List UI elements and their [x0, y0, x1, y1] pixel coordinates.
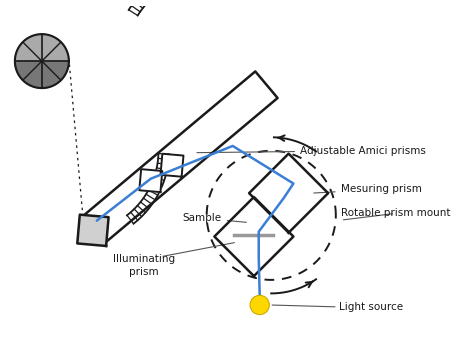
- Polygon shape: [139, 169, 162, 192]
- Text: Light source: Light source: [339, 302, 403, 312]
- Polygon shape: [249, 154, 328, 233]
- Polygon shape: [15, 61, 69, 88]
- Polygon shape: [214, 197, 293, 276]
- Text: Rotable prism mount: Rotable prism mount: [341, 208, 450, 220]
- Polygon shape: [82, 71, 278, 244]
- Polygon shape: [161, 154, 183, 177]
- Polygon shape: [77, 215, 109, 246]
- Text: Adjustable Amici prisms: Adjustable Amici prisms: [197, 146, 426, 156]
- Text: Illuminating
prism: Illuminating prism: [113, 254, 175, 277]
- Text: Sample: Sample: [182, 213, 246, 223]
- Text: Mesuring prism: Mesuring prism: [314, 184, 421, 194]
- Text: Scale: Scale: [0, 341, 1, 342]
- Circle shape: [250, 295, 269, 315]
- Polygon shape: [15, 34, 69, 61]
